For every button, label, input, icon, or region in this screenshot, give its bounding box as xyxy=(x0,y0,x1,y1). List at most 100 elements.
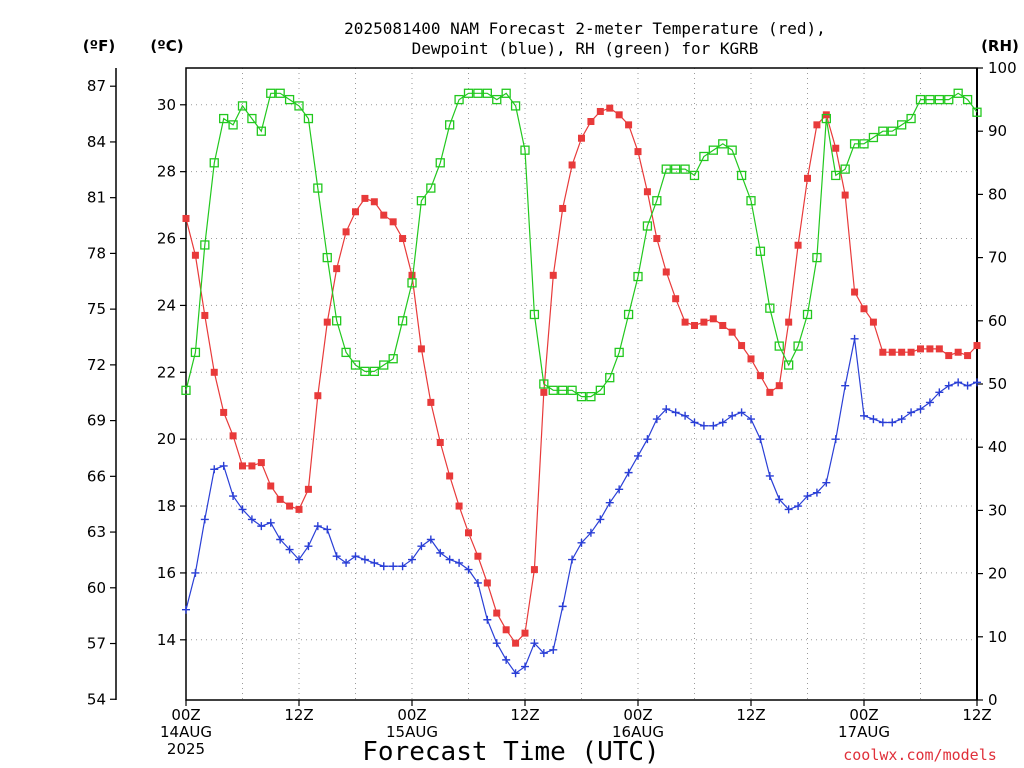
temperature-point xyxy=(700,318,708,326)
rh-tick-label: 0 xyxy=(988,691,998,709)
rh-point xyxy=(190,347,201,358)
temperature-point xyxy=(389,218,397,226)
dewpoint-point xyxy=(869,415,878,424)
rh-point xyxy=(736,170,747,181)
dewpoint-point xyxy=(549,645,558,654)
rh-point xyxy=(200,240,210,250)
rh-point xyxy=(435,158,445,168)
temperature-point xyxy=(945,352,953,360)
temperature-point xyxy=(935,345,943,353)
dewpoint-point xyxy=(925,398,934,407)
rh-point xyxy=(784,360,794,370)
temperature-point xyxy=(361,194,369,202)
dewpoint-point xyxy=(690,418,699,427)
rh-point xyxy=(642,221,653,231)
dewpoint-point xyxy=(408,555,416,564)
rh-point xyxy=(595,385,605,395)
rh-tick-label: 70 xyxy=(988,249,1007,267)
temperature-point xyxy=(530,566,538,574)
dewpoint-point xyxy=(841,381,850,390)
temperature-point xyxy=(229,432,237,440)
temperature-point xyxy=(785,318,793,326)
temperature-point xyxy=(521,629,529,637)
dewpoint-point xyxy=(502,655,511,664)
dewpoint-point xyxy=(455,558,464,567)
site-credit: coolwx.com/models xyxy=(843,746,997,764)
dewpoint-point xyxy=(699,421,708,430)
dewpoint-point xyxy=(445,555,454,564)
temperature-point xyxy=(917,345,924,353)
temperature-point xyxy=(728,328,736,336)
x-tick-label: 12Z xyxy=(284,706,313,724)
dewpoint-point xyxy=(342,558,351,567)
dewpoint-point xyxy=(850,334,859,343)
series-line-rh xyxy=(185,92,978,398)
rh-point xyxy=(332,316,342,326)
dewpoint-point xyxy=(709,421,718,430)
rh-point xyxy=(708,145,718,155)
dewpoint-point xyxy=(897,415,906,424)
temperature-point xyxy=(417,345,425,353)
rh-point xyxy=(360,366,370,377)
rh-point xyxy=(671,164,681,174)
dewpoint-point xyxy=(285,545,294,554)
rh-point xyxy=(718,139,728,149)
celsius-tick-label: 24 xyxy=(157,296,176,314)
temperature-point xyxy=(446,472,454,480)
temperature-point xyxy=(860,305,868,313)
temperature-point xyxy=(964,352,972,360)
temperature-point xyxy=(653,235,661,243)
rh-point xyxy=(219,113,229,124)
fahrenheit-tick-label: 78 xyxy=(87,244,106,262)
rh-point xyxy=(350,360,361,370)
temperature-point xyxy=(380,211,388,219)
temperature-point xyxy=(267,482,275,490)
rh-point xyxy=(313,183,323,193)
dewpoint-point xyxy=(784,505,793,514)
fahrenheit-tick-label: 87 xyxy=(87,77,106,95)
rh-point xyxy=(567,385,577,395)
rh-point xyxy=(812,252,822,263)
dewpoint-point xyxy=(737,408,746,417)
fahrenheit-tick-label: 60 xyxy=(87,579,106,597)
dewpoint-point xyxy=(624,468,633,477)
rh-point xyxy=(181,385,191,395)
temperature-point xyxy=(813,121,821,129)
rh-point xyxy=(661,164,671,174)
temperature-point xyxy=(738,342,746,350)
temperature-point xyxy=(239,462,246,470)
celsius-tick-label: 22 xyxy=(157,363,176,381)
dewpoint-point xyxy=(276,535,285,544)
rh-point xyxy=(266,88,276,98)
x-tick-label: 00Z xyxy=(171,706,200,724)
dewpoint-point xyxy=(229,492,238,501)
temperature-point xyxy=(926,345,934,353)
temperature-point xyxy=(408,271,416,279)
temperature-point xyxy=(304,485,312,493)
temperature-point xyxy=(474,552,482,560)
rh-point xyxy=(840,164,850,174)
grid-lines xyxy=(186,68,977,700)
x-tick-label: 00Z xyxy=(397,706,426,724)
dewpoint-point xyxy=(182,605,190,614)
temperature-point xyxy=(691,321,698,329)
temperature-point xyxy=(342,228,350,236)
temperature-point xyxy=(191,251,199,259)
rh-point xyxy=(849,139,860,149)
temperature-point xyxy=(596,107,604,115)
temperature-point xyxy=(662,268,670,276)
rh-tick-label: 50 xyxy=(988,375,1007,393)
temperature-point xyxy=(719,321,727,329)
temperature-point xyxy=(888,348,896,356)
dewpoint-point xyxy=(756,435,765,444)
dewpoint-point xyxy=(747,415,755,424)
dewpoint-point xyxy=(426,535,435,544)
temperature-point xyxy=(276,495,284,503)
temperature-point xyxy=(615,111,623,119)
dewpoint-point xyxy=(615,485,624,494)
rh-point xyxy=(322,252,332,263)
dewpoint-point xyxy=(464,565,473,574)
temperature-point xyxy=(709,315,717,323)
rh-point xyxy=(623,309,634,320)
